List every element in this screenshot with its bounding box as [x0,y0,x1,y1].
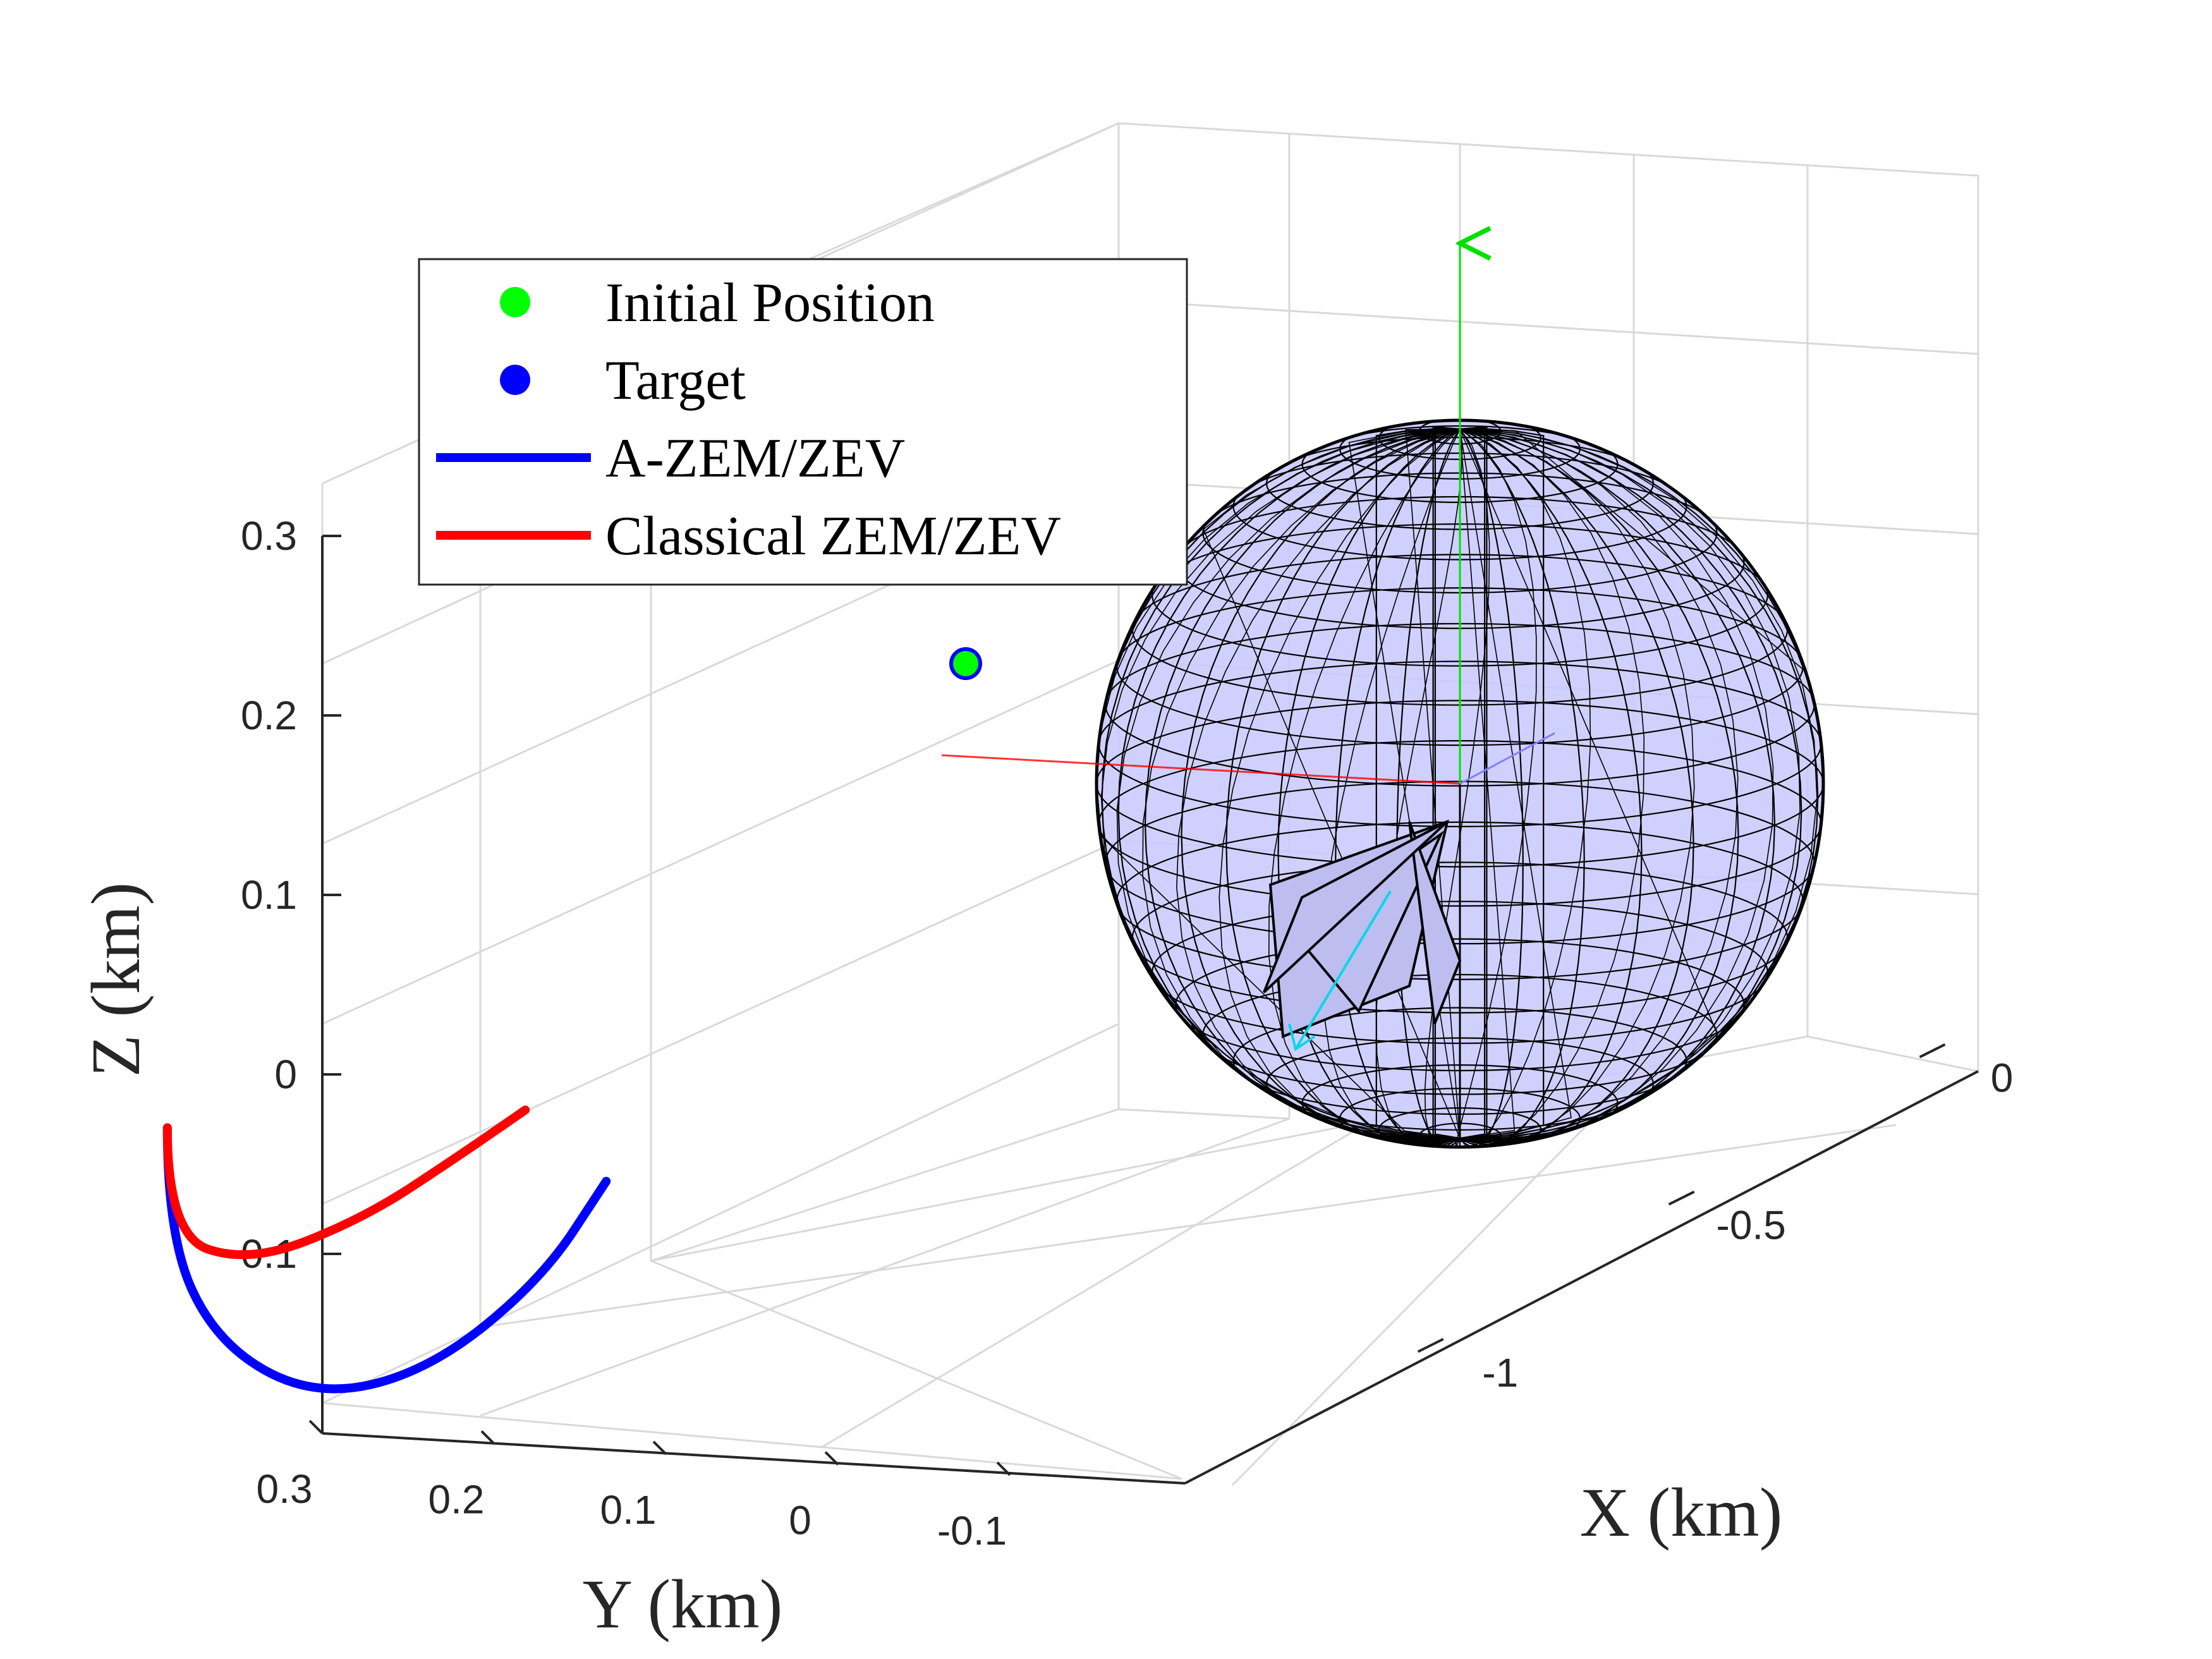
legend-label-target: Target [605,350,746,411]
sphere-diagonal-line [1218,428,1461,1142]
sphere-diagonal-line [1203,428,1461,1139]
y-tick [652,1440,667,1455]
axes-lines [321,536,1979,1485]
x-axis-label: X (km) [1580,1474,1783,1551]
y-tick [824,1451,839,1466]
sphere-longitude-line [1225,428,1461,1145]
sphere-diagonal-line [1459,428,1572,1139]
legend: Initial Position Target A-ZEM/ZEV Classical… [418,258,1188,586]
sphere-longitude-line [1459,428,1585,1147]
y-tick-label: -0.1 [937,1508,1007,1553]
axis-ticks [308,535,1946,1476]
y-tick-label: 0.1 [600,1487,657,1533]
z-tick-label: 0.1 [241,872,297,918]
sphere-diagonal-line [1348,428,1461,1139]
legend-label-a-zem-zev: A-ZEM/ZEV [605,428,905,489]
x-axis-line [1184,1070,1979,1485]
sphere-diagonal-line [1459,428,1718,1139]
legend-marker-target [500,365,530,395]
trajectory-series [162,1105,611,1394]
body-frame-axes [941,243,1555,1052]
z-tick-label: 0.2 [241,693,297,738]
velocity-vector-head [1288,1023,1316,1052]
legend-label-classical-zem-zev: Classical ZEM/ZEV [605,506,1061,567]
sphere-diagonal-line [1459,428,1801,1141]
initial-position-marker [949,647,982,680]
y-tick-label: 0 [789,1498,811,1543]
sphere-diagonal-line [1321,428,1461,1145]
y-axis-label: Y (km) [583,1565,783,1643]
x-tick-label: -0.5 [1717,1203,1786,1248]
sphere-diagonal-line [1100,428,1461,1139]
tick-labels: -0.100.10.20.30.3 0.2 0.1 0 -0.1-1-0.50 [228,513,2014,1553]
x-tick [1417,1337,1444,1353]
y-tick-label: 0.2 [428,1477,485,1522]
sphere-diagonal-line [1424,428,1490,1147]
sphere-longitude-line [1181,428,1461,1143]
crater-facets [1263,819,1462,1038]
velocity-vector [1294,890,1392,1050]
sphere-diagonal-line [1459,428,1516,1139]
sphere-diagonal-line [1459,428,1591,1147]
sphere-longitude-line [1459,428,1643,1146]
sphere-diagonal-line [1405,428,1461,1139]
body-x-axis [941,754,1461,785]
y-tick-label: 0.3 [257,1466,313,1512]
x-tick [1919,1043,1946,1059]
y-axis-line [322,1432,1186,1485]
y-tick [480,1430,495,1445]
legend-marker-initial-position [500,287,530,317]
sphere-diagonal-line [1455,428,1537,1147]
body-y-axis [1459,732,1555,785]
y-tick [308,1419,324,1435]
x-tick [1668,1190,1695,1206]
x-tick-label: -1 [1482,1350,1518,1395]
sphere-diagonal-line [1268,428,1461,1144]
z-tick-label: 0 [274,1052,297,1097]
x-tick-label: 0 [1991,1055,2014,1101]
y-tick [996,1461,1011,1476]
sphere-diagonal-line [1459,428,1695,1146]
sphere-longitude-line [1459,428,1823,1139]
legend-label-initial-position: Initial Position [605,272,935,334]
floor-grid [322,1035,1897,1486]
series-line-classical-zem-zev [162,1105,530,1260]
series-line-a-zem-zev [162,1123,611,1394]
z-axis-label: Z (km) [77,882,154,1078]
left-wall-grid [321,122,1119,1403]
z-tick-label: 0.3 [241,513,297,559]
sphere-diagonal-line [1459,428,1645,1146]
legend-box [418,258,1188,586]
sphere-longitude-line [1459,428,1524,1147]
sphere-diagonal-line [1116,428,1461,1139]
sphere-longitude-line [1459,428,1694,1145]
